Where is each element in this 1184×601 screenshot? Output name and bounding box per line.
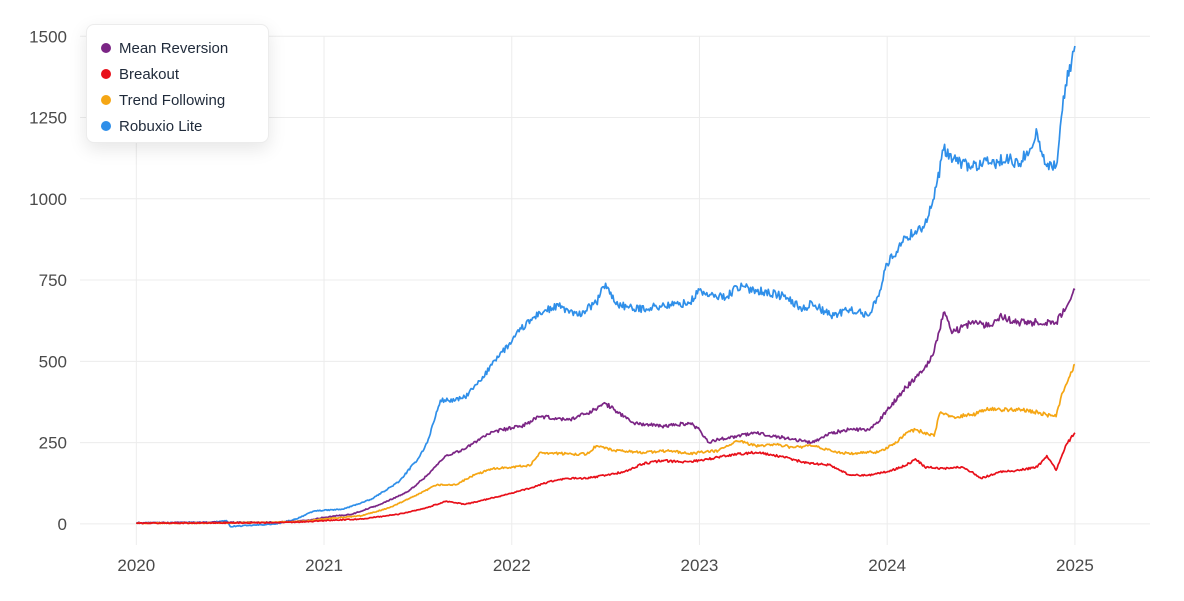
legend-dot-icon bbox=[101, 121, 111, 131]
y-tick-label: 0 bbox=[58, 515, 67, 534]
x-tick-label: 2024 bbox=[868, 556, 906, 575]
legend-dot-icon bbox=[101, 43, 111, 53]
y-tick-label: 1500 bbox=[29, 27, 67, 46]
x-tick-label: 2022 bbox=[493, 556, 531, 575]
x-tick-label: 2025 bbox=[1056, 556, 1094, 575]
legend-label: Mean Reversion bbox=[119, 39, 229, 57]
axis-labels: 0 250 500 750 1000 1250 1500 2020 2021 2022 2023 20… bbox=[29, 27, 1094, 575]
legend-item-robuxio-lite[interactable]: Robuxio Lite bbox=[101, 113, 268, 139]
legend-label: Trend Following bbox=[119, 91, 226, 109]
series-line-breakout bbox=[136, 432, 1076, 525]
legend-item-breakout[interactable]: Breakout bbox=[101, 61, 268, 87]
y-tick-label: 1250 bbox=[29, 109, 67, 128]
legend-label: Robuxio Lite bbox=[119, 117, 203, 135]
series-line-mean-reversion bbox=[136, 288, 1076, 525]
series-line-robuxio-lite bbox=[136, 45, 1076, 528]
y-tick-label: 500 bbox=[39, 352, 67, 371]
y-tick-label: 750 bbox=[39, 271, 67, 290]
y-tick-label: 250 bbox=[39, 434, 67, 453]
x-tick-label: 2021 bbox=[305, 556, 343, 575]
legend-dot-icon bbox=[101, 69, 111, 79]
legend-item-mean-reversion[interactable]: Mean Reversion bbox=[101, 35, 268, 61]
legend-label: Breakout bbox=[119, 65, 180, 83]
x-tick-label: 2020 bbox=[117, 556, 155, 575]
x-tick-label: 2023 bbox=[681, 556, 719, 575]
legend-dot-icon bbox=[101, 95, 111, 105]
series-line-trend-following bbox=[136, 363, 1076, 525]
legend: Mean Reversion Breakout Trend Following … bbox=[86, 24, 269, 143]
y-tick-label: 1000 bbox=[29, 190, 67, 209]
legend-item-trend-following[interactable]: Trend Following bbox=[101, 87, 268, 113]
series-layer bbox=[136, 45, 1076, 528]
